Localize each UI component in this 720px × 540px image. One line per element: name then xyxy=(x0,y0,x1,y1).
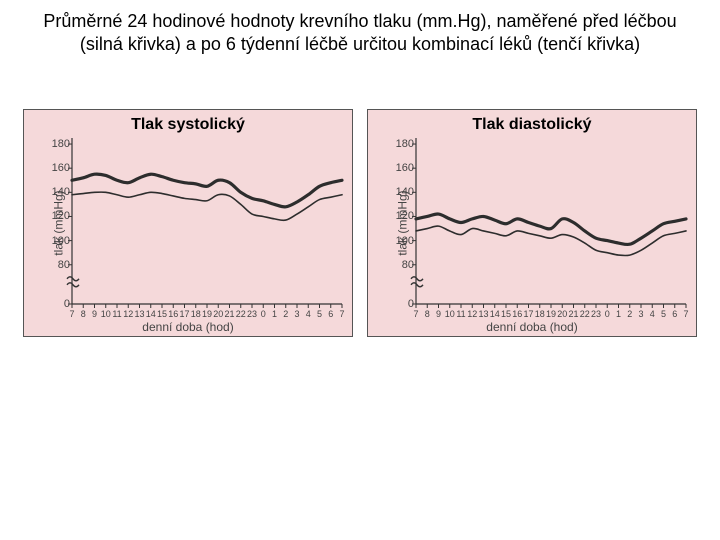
y-tick-label: 80 xyxy=(388,259,414,271)
x-tick-label: 21 xyxy=(568,309,578,319)
x-tick-label: 12 xyxy=(123,309,133,319)
x-tick-label: 10 xyxy=(445,309,455,319)
y-tick-label: 120 xyxy=(388,210,414,222)
x-tick-label: 14 xyxy=(490,309,500,319)
y-tick-label: 0 xyxy=(44,298,70,310)
series-before-treatment xyxy=(416,214,686,244)
plot-area xyxy=(416,138,686,304)
chart-svg xyxy=(72,138,342,304)
y-tick-label: 80 xyxy=(44,259,70,271)
x-tick-label: 20 xyxy=(213,309,223,319)
x-tick-label: 6 xyxy=(672,309,677,319)
x-tick-label: 10 xyxy=(101,309,111,319)
x-tick-label: 14 xyxy=(146,309,156,319)
x-tick-label: 5 xyxy=(661,309,666,319)
x-tick-label: 8 xyxy=(425,309,430,319)
x-tick-label: 2 xyxy=(283,309,288,319)
chart-panel-systolic: Tlak systolický tlak (mmHg) denní doba (… xyxy=(23,109,353,337)
chart-svg xyxy=(416,138,686,304)
series-after-treatment xyxy=(72,192,342,220)
charts-row: Tlak systolický tlak (mmHg) denní doba (… xyxy=(0,59,720,337)
y-tick-label: 160 xyxy=(388,162,414,174)
x-tick-label: 16 xyxy=(168,309,178,319)
x-tick-label: 12 xyxy=(467,309,477,319)
x-tick-label: 7 xyxy=(339,309,344,319)
x-tick-label: 4 xyxy=(650,309,655,319)
x-tick-label: 21 xyxy=(224,309,234,319)
chart-title: Tlak diastolický xyxy=(368,116,696,134)
y-tick-label: 140 xyxy=(44,186,70,198)
x-tick-label: 6 xyxy=(328,309,333,319)
x-tick-label: 5 xyxy=(317,309,322,319)
x-tick-label: 9 xyxy=(92,309,97,319)
x-tick-label: 7 xyxy=(683,309,688,319)
x-tick-label: 0 xyxy=(261,309,266,319)
x-tick-label: 0 xyxy=(605,309,610,319)
x-axis-label: denní doba (hod) xyxy=(24,320,352,334)
x-tick-label: 18 xyxy=(191,309,201,319)
x-tick-label: 9 xyxy=(436,309,441,319)
x-tick-label: 7 xyxy=(413,309,418,319)
x-tick-label: 1 xyxy=(616,309,621,319)
plot-area xyxy=(72,138,342,304)
x-tick-label: 4 xyxy=(306,309,311,319)
x-tick-label: 11 xyxy=(456,309,465,319)
series-after-treatment xyxy=(416,226,686,255)
x-tick-label: 8 xyxy=(81,309,86,319)
y-tick-label: 120 xyxy=(44,210,70,222)
page-title: Průměrné 24 hodinové hodnoty krevního tl… xyxy=(0,0,720,59)
x-tick-label: 3 xyxy=(294,309,299,319)
y-tick-label: 140 xyxy=(388,186,414,198)
x-tick-label: 22 xyxy=(580,309,590,319)
y-tick-label: 180 xyxy=(388,138,414,150)
x-tick-label: 22 xyxy=(236,309,246,319)
x-tick-label: 13 xyxy=(478,309,488,319)
y-tick-label: 0 xyxy=(388,298,414,310)
x-tick-label: 17 xyxy=(523,309,533,319)
x-tick-label: 18 xyxy=(535,309,545,319)
y-tick-label: 180 xyxy=(44,138,70,150)
x-tick-label: 19 xyxy=(202,309,212,319)
x-tick-label: 23 xyxy=(591,309,601,319)
y-tick-label: 160 xyxy=(44,162,70,174)
series-before-treatment xyxy=(72,174,342,207)
x-tick-label: 17 xyxy=(179,309,189,319)
x-tick-label: 23 xyxy=(247,309,257,319)
x-tick-label: 16 xyxy=(512,309,522,319)
x-tick-label: 20 xyxy=(557,309,567,319)
x-tick-label: 3 xyxy=(638,309,643,319)
x-tick-label: 2 xyxy=(627,309,632,319)
chart-panel-diastolic: Tlak diastolický tlak (mmHg) denní doba … xyxy=(367,109,697,337)
x-axis-label: denní doba (hod) xyxy=(368,320,696,334)
x-tick-label: 15 xyxy=(157,309,167,319)
x-tick-label: 19 xyxy=(546,309,556,319)
x-tick-label: 13 xyxy=(134,309,144,319)
y-tick-label: 100 xyxy=(44,235,70,247)
x-tick-label: 1 xyxy=(272,309,277,319)
x-tick-label: 7 xyxy=(69,309,74,319)
x-tick-label: 15 xyxy=(501,309,511,319)
chart-title: Tlak systolický xyxy=(24,116,352,134)
y-tick-label: 100 xyxy=(388,235,414,247)
x-tick-label: 11 xyxy=(112,309,121,319)
